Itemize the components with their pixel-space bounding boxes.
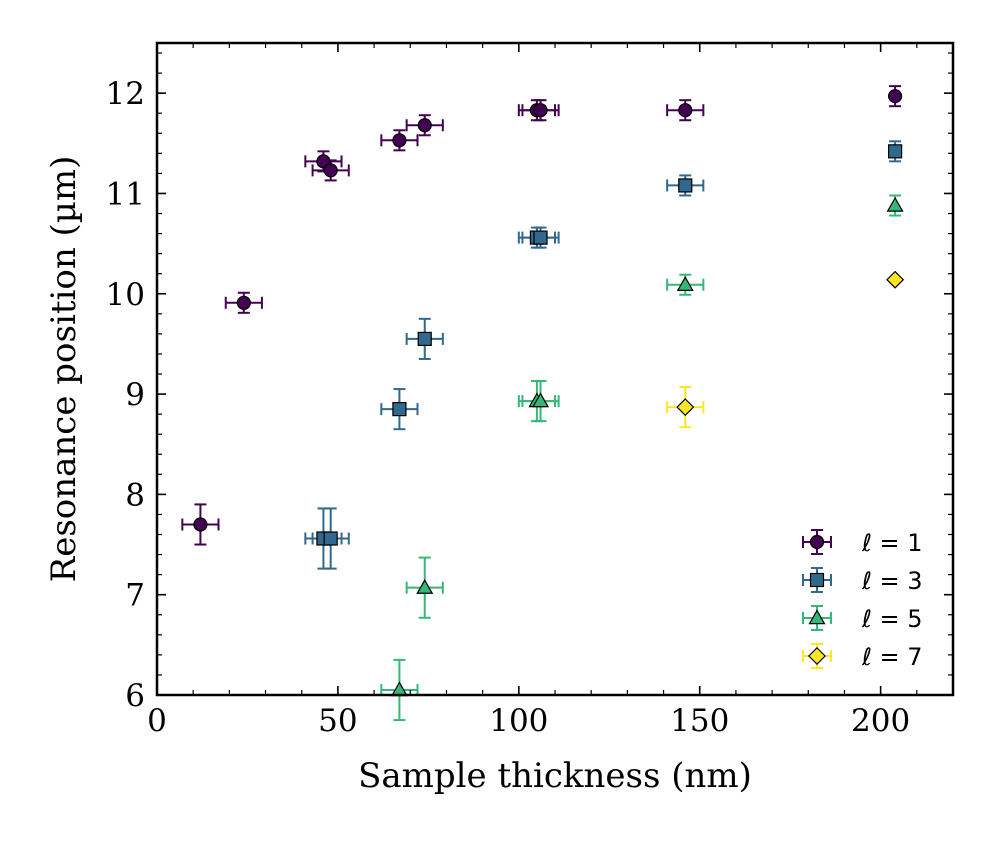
legend: ℓ = 1 ℓ = 3 ℓ = 5 ℓ = 7 (802, 529, 923, 671)
data-point-l1 (888, 89, 903, 104)
data-point-l3 (323, 531, 338, 546)
data-point-l3 (392, 402, 407, 417)
y-tick-label: 11 (106, 176, 145, 212)
y-tick-label: 7 (125, 578, 145, 614)
x-tick-label: 0 (147, 703, 167, 739)
data-point-l7 (886, 270, 905, 289)
legend-label: ℓ = 3 (861, 567, 923, 595)
data-point-l3 (533, 230, 548, 245)
data-point-l1 (678, 103, 693, 118)
data-point-l5 (886, 196, 904, 212)
data-point-l3 (888, 144, 903, 159)
plot-frame (155, 41, 955, 697)
x-tick-label: 100 (489, 703, 548, 739)
data-point-l1 (193, 517, 208, 532)
y-tick-label: 12 (106, 76, 145, 112)
data-point-l5 (416, 578, 434, 594)
data-point-l1 (392, 133, 407, 148)
data-point-l7 (676, 398, 695, 417)
y-tick-label: 9 (125, 377, 145, 413)
data-point-l1 (417, 118, 432, 133)
data-point-l5 (532, 392, 550, 408)
y-tick-label: 10 (106, 277, 145, 313)
data-point-l1 (533, 103, 548, 118)
legend-marker (809, 534, 825, 550)
legend-marker (808, 609, 826, 625)
legend-label: ℓ = 5 (861, 605, 923, 633)
x-tick-label: 150 (670, 703, 729, 739)
data-point-l5 (676, 276, 694, 291)
data-point-l1 (323, 163, 338, 178)
legend-marker (808, 647, 826, 665)
legend-label: ℓ = 7 (861, 643, 923, 671)
data-point-l1 (236, 295, 251, 310)
y-tick-label: 8 (125, 477, 145, 513)
data-point-l3 (417, 331, 432, 347)
y-tick-label: 6 (125, 678, 145, 714)
x-tick-label: 50 (318, 703, 357, 739)
legend-marker (809, 572, 825, 588)
errorbar-l5 (380, 658, 419, 722)
x-tick-label: 200 (851, 703, 910, 739)
x-axis-title: Sample thickness (nm) (358, 756, 752, 796)
y-axis-title: Resonance position (µm) (44, 156, 84, 583)
data-point-l3 (678, 178, 693, 193)
legend-label: ℓ = 1 (861, 529, 923, 557)
